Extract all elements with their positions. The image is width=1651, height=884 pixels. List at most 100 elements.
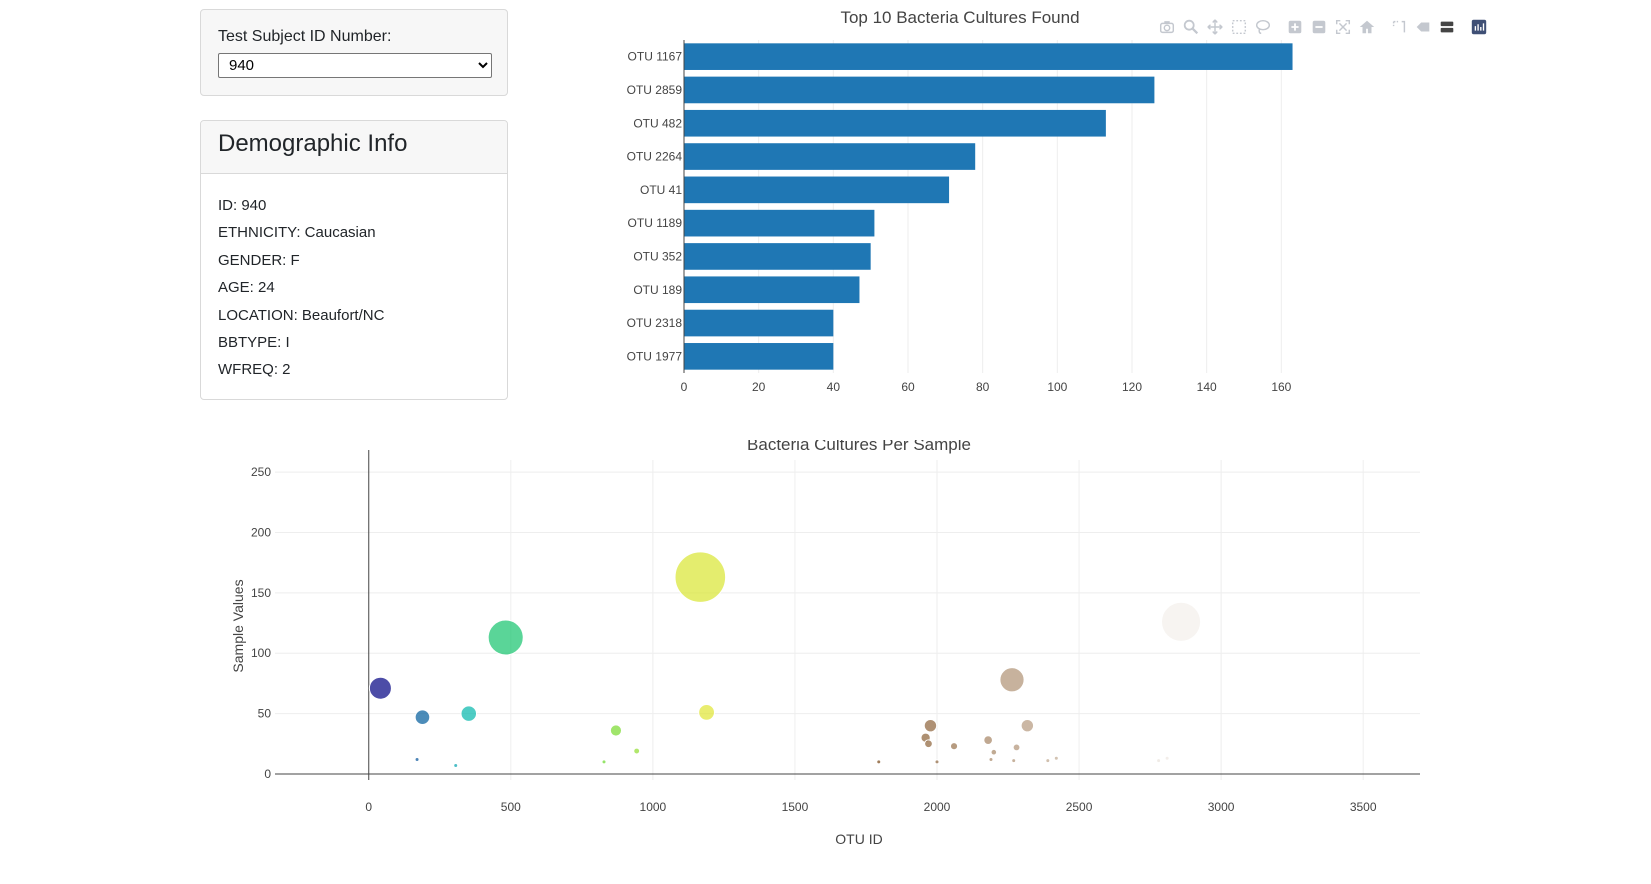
bar (684, 176, 950, 204)
demo-age: AGE: 24 (218, 279, 275, 297)
bubble-x-axis-label: OTU ID (835, 831, 882, 847)
autoscale-button[interactable] (1331, 17, 1355, 37)
bubble-point (924, 739, 933, 749)
demo-gender: GENDER: F (218, 251, 300, 269)
bubble-x-tick-label: 1500 (782, 800, 809, 814)
bubble-point (698, 703, 715, 721)
bubble-point (1053, 755, 1059, 761)
bar (684, 143, 976, 170)
demo-location: LOCATION: Beaufort/NC (218, 306, 385, 324)
bar (684, 243, 871, 270)
zoom-icon (1183, 19, 1199, 35)
bubble-y-tick-label: 200 (251, 525, 271, 539)
demo-ethnicity: ETHNICITY: Caucasian (218, 224, 376, 242)
bar-category-label: OTU 2264 (627, 150, 683, 164)
subject-selector-label: Test Subject ID Number: (218, 28, 392, 45)
subject-selector-panel: Test Subject ID Number: 940 (200, 9, 508, 96)
bubble-point (934, 759, 940, 765)
lasso-select-button[interactable] (1251, 17, 1275, 37)
bubble-point (487, 619, 524, 656)
bar-x-tick-label: 100 (1047, 380, 1067, 394)
bubble-point (1156, 758, 1162, 764)
camera-icon (1159, 21, 1175, 34)
bar (684, 309, 834, 337)
hover-closest-button[interactable] (1411, 17, 1435, 37)
bubble-y-tick-label: 0 (264, 767, 271, 781)
bar-category-label: OTU 1167 (628, 50, 683, 64)
hover-compare-button[interactable] (1435, 17, 1459, 37)
zoom-button[interactable] (1179, 17, 1203, 37)
bubble-point (453, 763, 459, 769)
bar-x-tick-label: 120 (1122, 380, 1142, 394)
bar-x-tick-label: 160 (1271, 380, 1291, 394)
camera-button[interactable] (1155, 17, 1179, 37)
lasso-select-icon (1255, 19, 1271, 35)
bar (684, 109, 1106, 137)
bubble-x-tick-label: 500 (501, 800, 521, 814)
plotly-logo-button[interactable] (1467, 17, 1491, 37)
bar (684, 276, 860, 304)
bubble-point (368, 676, 392, 700)
bubble-y-tick-label: 100 (251, 646, 271, 660)
bubble-point (414, 709, 431, 726)
demo-wfreq: WFREQ: 2 (218, 361, 291, 379)
demographic-info-header: Demographic Info (201, 121, 507, 174)
zoom-out-icon (1312, 20, 1326, 34)
bubble-x-tick-label: 2500 (1066, 800, 1093, 814)
bubble-y-axis-label: Sample Values (230, 579, 246, 672)
bubble-point (609, 724, 623, 737)
bar-x-tick-label: 140 (1197, 380, 1217, 394)
bubble-point (674, 551, 727, 603)
bar-category-label: OTU 189 (633, 283, 682, 297)
reset-axes-button[interactable] (1355, 17, 1379, 37)
zoom-in-button[interactable] (1283, 17, 1307, 37)
demo-bbtype: BBTYPE: I (218, 334, 290, 352)
bubble-point (923, 718, 938, 733)
bubble-point (999, 667, 1025, 693)
bar-x-tick-label: 40 (827, 380, 841, 394)
pan-button[interactable] (1203, 17, 1227, 37)
pan-icon (1207, 19, 1223, 35)
plotly-logo-icon (1471, 19, 1487, 35)
bubble-point (1164, 755, 1170, 761)
bubble-point (1011, 758, 1017, 764)
bar (684, 209, 875, 237)
bubble-point (876, 759, 882, 765)
subject-id-select[interactable]: 940 (218, 53, 492, 78)
bar-x-tick-label: 0 (681, 380, 688, 394)
bubble-y-tick-label: 250 (251, 465, 271, 479)
bubble-y-tick-label: 50 (258, 707, 272, 721)
bubble-point (949, 742, 959, 751)
bar-category-label: OTU 41 (640, 183, 682, 197)
bubble-point (601, 759, 607, 765)
spike-lines-icon (1392, 20, 1406, 33)
bar-x-tick-label: 80 (976, 380, 990, 394)
autoscale-icon (1335, 19, 1351, 35)
bar-category-label: OTU 482 (633, 116, 682, 130)
bubble-point (1020, 718, 1035, 733)
bar-category-label: OTU 2859 (627, 83, 683, 97)
bubble-point (1207, 759, 1213, 765)
bar-category-label: OTU 2318 (627, 316, 683, 330)
bar-category-label: OTU 1189 (628, 216, 683, 230)
zoom-out-button[interactable] (1307, 17, 1331, 37)
bubble-x-tick-label: 2000 (924, 800, 951, 814)
bar-x-tick-label: 20 (752, 380, 766, 394)
bubble-point (633, 747, 641, 755)
bar-category-label: OTU 352 (633, 249, 682, 263)
demographic-info-title: Demographic Info (218, 130, 408, 157)
bubble-x-tick-label: 1000 (640, 800, 667, 814)
bar (684, 343, 834, 370)
demo-id: ID: 940 (218, 197, 267, 214)
bubble-point (990, 748, 998, 756)
bubble-chart[interactable]: 0 500 1000 1500 2000 2500 3000 3500 0 50 100 150 200… (0, 440, 1651, 884)
box-select-button[interactable] (1227, 17, 1251, 37)
spike-lines-button[interactable] (1387, 17, 1411, 37)
box-select-icon (1231, 19, 1247, 35)
bar (684, 43, 1293, 70)
demographic-info-body: ID: 940 ETHNICITY: Caucasian GENDER: F A… (201, 174, 507, 384)
bubble-point (1045, 758, 1051, 764)
top-ten-bar-chart[interactable]: 0 20 40 60 80 100 120 140 160 OTU 1167 OTU 2859 OTU… (600, 0, 1420, 410)
zoom-in-icon (1288, 20, 1302, 34)
hover-closest-icon (1416, 22, 1430, 32)
